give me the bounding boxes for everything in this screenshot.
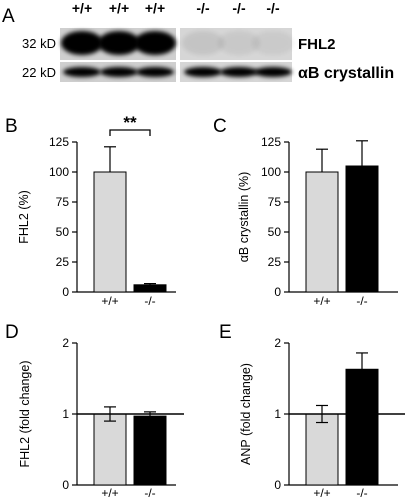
blot-band xyxy=(184,67,222,77)
blot-band xyxy=(100,67,138,77)
bar xyxy=(93,413,127,486)
blot-band xyxy=(252,31,294,55)
blot-band xyxy=(218,31,260,55)
x-tick-label: -/- xyxy=(144,294,155,308)
panel-label: E xyxy=(219,322,232,343)
y-tick-label: 125 xyxy=(261,135,281,149)
blot-band xyxy=(136,67,174,77)
y-tick-label: 50 xyxy=(268,225,282,239)
y-tick-label: 1 xyxy=(274,407,281,421)
bar xyxy=(133,284,167,293)
y-axis-label: FHL2 (%) xyxy=(17,190,31,243)
x-tick-label: +/+ xyxy=(313,294,330,308)
genotype-label: +/+ xyxy=(145,0,165,16)
panel-d-chart: D 0 1 2 +/+ -/- FHL2 (fold change) xyxy=(5,322,184,500)
y-tick-label: 100 xyxy=(261,165,281,179)
y-tick-label: 50 xyxy=(56,225,70,239)
panel-b-chart: B 0 25 50 75 100 125 +/+ -/- ** FHL2 (%) xyxy=(5,113,176,308)
significance-marker: ** xyxy=(123,113,137,132)
x-tick-label: +/+ xyxy=(101,486,118,500)
panel-label: D xyxy=(5,322,19,343)
x-tick-label: -/- xyxy=(356,486,367,500)
y-tick-label: 25 xyxy=(268,255,282,269)
genotype-label: -/- xyxy=(196,0,210,16)
y-tick-label: 0 xyxy=(62,285,69,299)
x-tick-label: -/- xyxy=(356,294,367,308)
genotype-label: +/+ xyxy=(72,0,92,16)
band-protein-label: FHL2 xyxy=(298,36,336,53)
significance-bracket xyxy=(109,129,151,136)
y-tick-label: 0 xyxy=(62,478,69,492)
y-tick-label: 75 xyxy=(56,195,70,209)
y-tick-label: 2 xyxy=(274,336,281,350)
panel-a-western-blot: A +/+ +/+ +/+ -/- -/- -/- 32 kD FHL2 22 kD αB cry… xyxy=(2,0,394,82)
blot-band xyxy=(220,67,258,77)
bar xyxy=(345,165,379,293)
blot-band xyxy=(254,67,292,77)
band-size-label: 22 kD xyxy=(22,65,56,80)
panel-label: B xyxy=(5,116,18,137)
x-tick-label: -/- xyxy=(144,486,155,500)
y-tick-label: 0 xyxy=(274,478,281,492)
y-axis-label: ANP (fold change) xyxy=(239,363,253,465)
y-tick-label: 75 xyxy=(268,195,282,209)
y-tick-label: 100 xyxy=(49,165,69,179)
bar xyxy=(93,171,127,293)
band-protein-label: αB crystallin xyxy=(298,65,394,82)
y-axis-label: αB crystallin (%) xyxy=(237,172,251,263)
genotype-label: -/- xyxy=(232,0,246,16)
genotype-label: -/- xyxy=(266,0,280,16)
blot-band xyxy=(63,67,101,77)
genotype-label: +/+ xyxy=(109,0,129,16)
y-tick-label: 25 xyxy=(56,255,70,269)
bar xyxy=(305,413,339,486)
x-tick-label: +/+ xyxy=(101,294,118,308)
bar xyxy=(133,415,167,486)
bar xyxy=(305,171,339,293)
panel-a-label: A xyxy=(2,6,15,27)
y-axis-label: FHL2 (fold change) xyxy=(18,360,32,467)
y-tick-label: 2 xyxy=(62,336,69,350)
blot-band xyxy=(98,31,140,55)
bar xyxy=(345,368,379,486)
panel-label: C xyxy=(213,116,227,137)
panel-c-chart: C 0 25 50 75 100 125 +/+ -/- αB crystallin (%) xyxy=(213,116,398,308)
blot-band xyxy=(61,31,103,55)
x-tick-label: +/+ xyxy=(313,486,330,500)
band-size-label: 32 kD xyxy=(22,36,56,51)
blot-band xyxy=(134,31,176,55)
panel-e-chart: E 0 1 2 +/+ -/- ANP (fold change) xyxy=(219,322,405,500)
y-tick-label: 125 xyxy=(49,135,69,149)
blot-band xyxy=(182,31,224,55)
y-tick-label: 0 xyxy=(274,285,281,299)
y-tick-label: 1 xyxy=(62,407,69,421)
